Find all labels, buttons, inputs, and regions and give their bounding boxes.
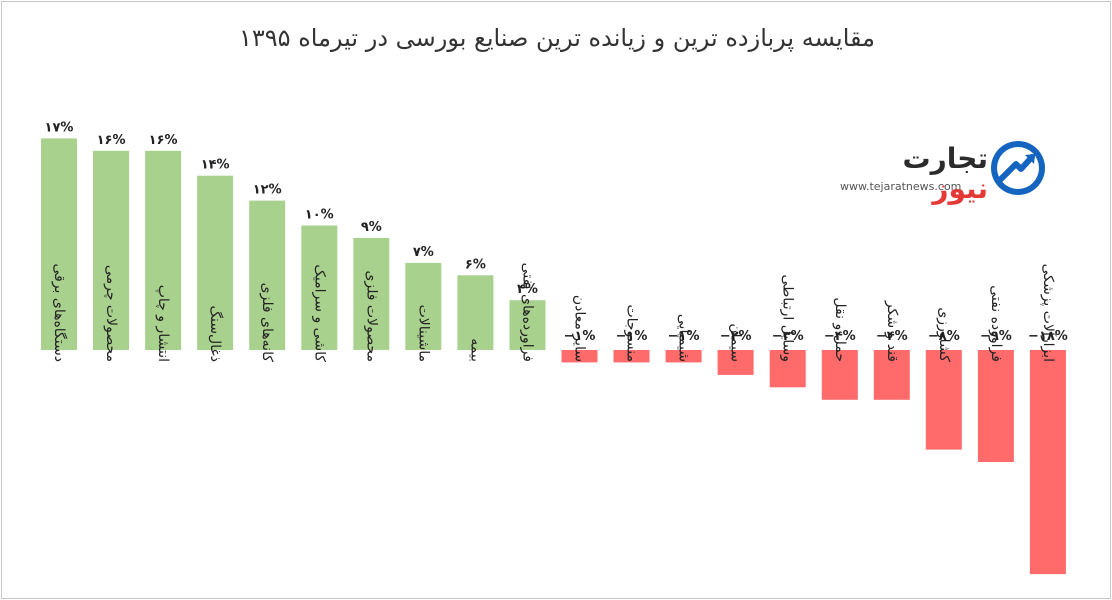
data-label-5: ۱۲%	[253, 183, 282, 198]
bar-13	[665, 350, 702, 363]
category-label-13: شیمیایی	[676, 314, 692, 362]
category-label-2: محصولات چرمی	[103, 265, 119, 362]
category-label-16: حمل و نقل	[832, 297, 848, 362]
bar-10	[509, 300, 546, 350]
bar-4	[197, 175, 234, 350]
bar-5	[249, 200, 286, 350]
logo-word-red: نیوز	[932, 172, 988, 205]
category-label-15: وسایل ارتباطی	[780, 274, 796, 362]
data-label-3: ۱۶%	[149, 133, 178, 148]
data-label-18: −۸%	[928, 329, 960, 344]
data-label-2: ۱۶%	[97, 133, 126, 148]
data-label-15: −۳%	[772, 329, 804, 344]
data-label-1: ۱۷%	[45, 120, 74, 135]
data-label-7: ۹%	[361, 220, 382, 235]
logo-emblem-icon	[991, 141, 1045, 195]
category-label-17: قند و شکر	[884, 300, 900, 362]
data-label-13: −۱%	[668, 329, 700, 344]
data-label-19: −۹%	[980, 329, 1012, 344]
category-label-10: فراورده‌های نفتی	[519, 263, 535, 362]
bar-9	[457, 275, 494, 350]
category-label-18: کشاورزی	[936, 307, 952, 362]
data-label-16: −۴%	[824, 329, 856, 344]
bar-3	[145, 150, 182, 350]
data-label-9: ۶%	[465, 257, 486, 272]
data-label-11: −۱%	[564, 329, 596, 344]
category-label-8: ماشینالات	[415, 305, 431, 362]
category-label-11: سایر معادن	[572, 295, 588, 362]
bar-16	[821, 350, 858, 400]
bar-11	[561, 350, 598, 363]
data-label-8: ۷%	[413, 245, 434, 260]
data-label-20: −۱۸%	[1028, 329, 1068, 344]
category-label-1: دستگاه‌های برقی	[51, 263, 68, 362]
bar-1	[41, 138, 77, 350]
category-label-12: منسوجات	[624, 304, 640, 362]
bar-18	[925, 350, 962, 450]
category-label-9: بیمه	[467, 338, 483, 362]
category-label-19: فراورده نفتی	[988, 285, 1004, 362]
category-label-4: ذغال‌سنگ	[207, 306, 224, 362]
category-label-3: انتشار و چاپ	[155, 285, 171, 362]
chart-title: مقایسه پربازده ترین و زیانده ترین صنایع …	[239, 24, 875, 52]
data-label-6: ۱۰%	[305, 208, 334, 223]
category-label-7: محصولات فلزی	[363, 270, 379, 362]
logo-wordmark: تجارت نیوز	[838, 144, 988, 204]
data-label-12: −۱%	[616, 329, 648, 344]
logo-word-black: تجارت	[902, 142, 988, 175]
bar-8	[405, 262, 442, 350]
bar-2	[93, 150, 129, 350]
bar-14	[717, 350, 754, 375]
data-label-17: −۴%	[876, 329, 908, 344]
data-label-14: −۲%	[720, 329, 752, 344]
bar-12	[613, 350, 650, 363]
category-label-6: کاشی و سرامیک	[311, 264, 327, 362]
bar-7	[353, 237, 390, 350]
bar-20	[1029, 350, 1066, 575]
data-label-10: ۴%	[517, 282, 538, 297]
bar-6	[301, 225, 338, 350]
bar-17	[873, 350, 910, 400]
category-label-20: ابزارآلات پزشکی	[1040, 264, 1057, 362]
category-label-5: کانه‌های فلزی	[259, 283, 275, 363]
bar-19	[977, 350, 1014, 462]
logo-url: www.tejaratnews.com	[840, 180, 962, 193]
bar-15	[769, 350, 806, 388]
category-label-14: سیمان	[728, 323, 744, 362]
brand-logo: تجارت نیوز www.tejaratnews.com	[834, 138, 1046, 204]
data-label-4: ۱۴%	[201, 158, 230, 173]
